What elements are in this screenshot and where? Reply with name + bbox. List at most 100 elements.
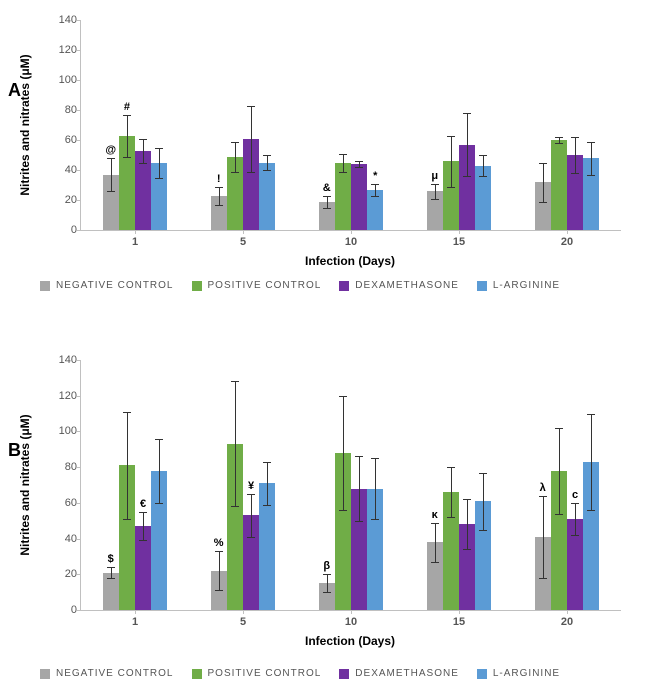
annotation: κ: [432, 509, 438, 521]
x-tick-mark: [459, 610, 460, 614]
error-cap: [479, 155, 487, 156]
error-cap: [339, 172, 347, 173]
y-tick-mark: [77, 539, 81, 540]
error-bar: [235, 381, 236, 506]
error-bar: [111, 158, 112, 191]
error-cap: [431, 523, 439, 524]
x-tick-mark: [567, 610, 568, 614]
error-cap: [323, 196, 331, 197]
error-bar: [111, 567, 112, 578]
annotation: &: [323, 182, 331, 194]
y-tick-mark: [77, 503, 81, 504]
y-tick-mark: [77, 396, 81, 397]
legend-label: L-ARGININE: [493, 668, 560, 679]
error-cap: [479, 176, 487, 177]
error-cap: [555, 428, 563, 429]
error-bar: [559, 428, 560, 514]
panel-B: B02040608010012014015101520$€%¥βκλcNitri…: [0, 350, 645, 680]
legend-label: POSITIVE CONTROL: [208, 280, 322, 291]
annotation: ¥: [248, 480, 254, 492]
legend-label: L-ARGININE: [493, 280, 560, 291]
annotation: μ: [431, 170, 438, 182]
error-cap: [571, 503, 579, 504]
error-cap: [463, 499, 471, 500]
error-cap: [123, 157, 131, 158]
legend-item: DEXAMETHASONE: [339, 280, 459, 291]
legend-swatch: [339, 281, 349, 291]
error-cap: [215, 187, 223, 188]
error-cap: [555, 143, 563, 144]
chart-area: 02040608010012014015101520@#!&*μ: [80, 20, 621, 231]
error-cap: [539, 578, 547, 579]
error-cap: [107, 578, 115, 579]
error-cap: [231, 172, 239, 173]
error-bar: [451, 467, 452, 517]
error-bar: [375, 184, 376, 196]
error-cap: [463, 113, 471, 114]
x-tick-mark: [243, 610, 244, 614]
legend-swatch: [477, 669, 487, 679]
error-cap: [587, 142, 595, 143]
error-bar: [359, 456, 360, 520]
error-cap: [123, 412, 131, 413]
error-bar: [575, 137, 576, 173]
y-tick-mark: [77, 574, 81, 575]
x-tick-mark: [459, 230, 460, 234]
error-cap: [107, 191, 115, 192]
error-bar: [327, 574, 328, 592]
error-cap: [587, 510, 595, 511]
error-cap: [571, 535, 579, 536]
error-cap: [587, 414, 595, 415]
error-cap: [247, 106, 255, 107]
panel-A: A02040608010012014015101520@#!&*μNitrite…: [0, 10, 645, 290]
error-cap: [447, 517, 455, 518]
error-bar: [251, 106, 252, 172]
x-tick-mark: [567, 230, 568, 234]
legend-swatch: [40, 669, 50, 679]
error-bar: [483, 155, 484, 176]
error-cap: [263, 170, 271, 171]
error-cap: [139, 163, 147, 164]
legend: NEGATIVE CONTROL POSITIVE CONTROL DEXAMETH…: [40, 280, 578, 291]
annotation: !: [217, 173, 221, 185]
error-cap: [371, 196, 379, 197]
x-tick-mark: [351, 610, 352, 614]
legend-item: NEGATIVE CONTROL: [40, 668, 174, 679]
error-bar: [235, 142, 236, 172]
error-cap: [215, 551, 223, 552]
error-cap: [231, 506, 239, 507]
error-bar: [343, 396, 344, 510]
error-cap: [431, 184, 439, 185]
y-tick-mark: [77, 467, 81, 468]
error-cap: [123, 115, 131, 116]
error-cap: [263, 505, 271, 506]
error-cap: [463, 176, 471, 177]
error-cap: [339, 396, 347, 397]
annotation: β: [323, 560, 330, 572]
error-bar: [543, 496, 544, 578]
error-bar: [159, 148, 160, 178]
legend-swatch: [40, 281, 50, 291]
x-axis-label: Infection (Days): [305, 254, 395, 268]
error-bar: [435, 184, 436, 199]
error-cap: [107, 158, 115, 159]
chart-area: 02040608010012014015101520$€%¥βκλc: [80, 360, 621, 611]
error-bar: [451, 136, 452, 187]
error-bar: [575, 503, 576, 535]
error-bar: [251, 494, 252, 537]
legend-label: NEGATIVE CONTROL: [56, 280, 174, 291]
y-tick-mark: [77, 20, 81, 21]
x-tick-mark: [351, 230, 352, 234]
error-cap: [555, 514, 563, 515]
error-cap: [155, 439, 163, 440]
annotation: %: [214, 537, 224, 549]
x-tick-mark: [135, 610, 136, 614]
error-cap: [355, 521, 363, 522]
annotation: #: [124, 101, 130, 113]
error-bar: [327, 196, 328, 208]
legend-item: L-ARGININE: [477, 668, 560, 679]
error-cap: [431, 562, 439, 563]
error-bar: [219, 551, 220, 590]
error-cap: [447, 187, 455, 188]
y-tick-mark: [77, 200, 81, 201]
